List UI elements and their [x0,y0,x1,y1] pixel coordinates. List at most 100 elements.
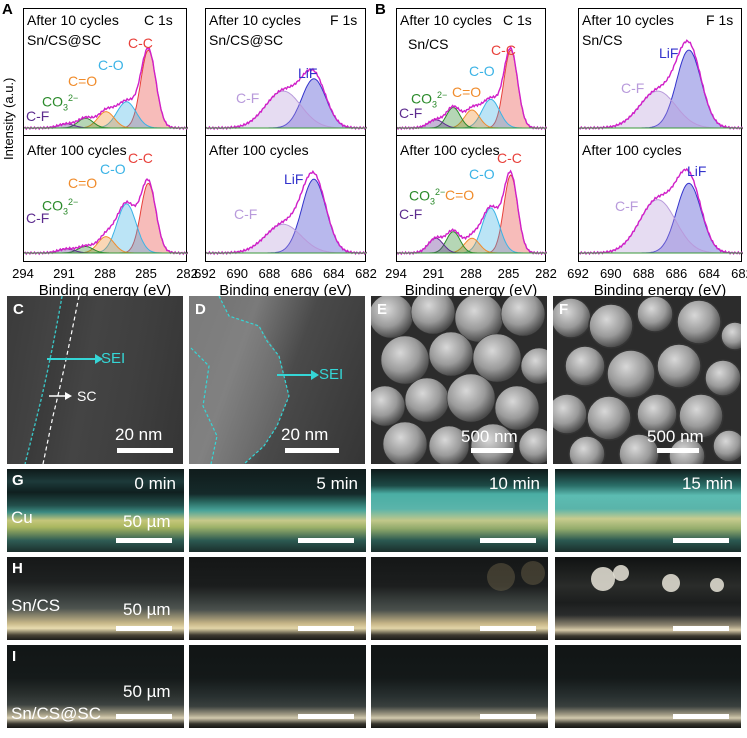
particle [678,393,724,439]
scale-bar [116,538,172,543]
peak-label-ceo: C=O [452,84,482,100]
panel-divider [397,135,545,136]
y-axis-label: Intensity (a.u.) [1,77,16,160]
particle [382,421,428,464]
scale-bar-f [657,448,699,453]
sample-label: Sn/CS [582,32,623,48]
x-tick-label: 686 [665,266,688,281]
peak-fcf [579,90,743,129]
x-tick-label: 291 [53,266,75,281]
panel-letter-f: F [559,301,569,318]
co3-sup: 2− [435,187,446,197]
peak-label-fcf: C-F [621,80,645,96]
peak-label-co: C-O [100,161,126,177]
co3-sub: 3 [63,206,69,217]
optical-image: G Cu 50 µm 0 min [7,469,184,552]
peak-label-cf: C-F [26,108,50,124]
top-cycle-label: After 10 cycles [400,12,492,28]
x-tick-label: 282 [535,266,557,281]
sample-label: Sn/CS [11,596,61,615]
particle [428,425,470,464]
peak-label-lif: LiF [284,171,304,187]
optical-image [371,645,548,728]
envelope-line [397,169,547,256]
co3-main: CO [42,197,63,214]
particle [446,373,496,423]
x-tick-label: 288 [460,266,482,281]
particle [720,321,741,351]
sc-label: SC [77,388,97,404]
particle [704,359,741,397]
xps-panel-4: After 10 cycles After 100 cycles F 1s Sn/CS… [578,8,743,262]
x-tick-label: 682 [355,266,377,281]
optical-image [189,557,366,640]
scale-bar [673,626,729,631]
scale-text-e: 500 nm [461,427,518,446]
optical-image: 5 min [189,469,366,552]
particle [636,296,674,333]
envelope-line [24,47,188,131]
x-tick-label: 688 [258,266,281,281]
particle [553,393,588,435]
optical-image [189,645,366,728]
peak-label-fcf: C-F [615,198,639,214]
particle [520,347,547,385]
xps-panel-1: After 10 cycles After 100 cycles C 1s Sn/CS… [23,8,188,262]
panel-letter-e: E [377,301,388,318]
peak-label-lif: LiF [659,45,679,61]
peak-label-ceo: C=O [68,175,98,191]
particle [494,385,540,431]
x-tick-label: 285 [497,266,520,281]
peak-label-cc: C-C [497,150,522,166]
dendrite [662,574,680,592]
scale-bar-d [285,448,339,453]
panel-letter-h: H [12,560,23,577]
element-label: C 1s [503,12,532,28]
scale-text-f: 500 nm [647,427,704,446]
element-label: C 1s [144,12,173,28]
peak-label-co: C-O [98,57,124,73]
particle [568,435,606,464]
top-cycle-label: After 10 cycles [209,12,301,28]
x-axis-label: Binding energy (eV) [404,282,538,299]
xps-panel-2: After 10 cycles After 100 cycles F 1s Sn/CS… [205,8,367,262]
tem-image-d: D SEI 20 nm [189,296,365,464]
sem-image-e: E 500 nm [371,296,547,464]
x-tick-label: 682 [731,266,747,281]
particle [500,296,546,337]
bottom-cycle-label: After 100 cycles [582,142,682,158]
blur-spot [487,563,515,591]
particle [428,331,474,377]
co3-sub: 3 [430,196,436,207]
panel-divider [24,135,186,136]
tem-image-c: C SEI SC 20 nm [7,296,183,464]
x-tick-label: 285 [135,266,157,281]
x-tick-label: 291 [422,266,445,281]
particle [410,296,456,335]
particle [472,333,522,383]
peak-label-ceo: C=O [445,187,475,203]
time-label: 10 min [488,474,540,493]
scale-bar [298,714,354,719]
optical-image: 10 min [371,469,548,552]
co3-sup: 2− [68,197,79,207]
optical-image [371,557,548,640]
peak-label-co3: CO32− [411,88,447,111]
top-cycle-label: After 10 cycles [582,12,674,28]
element-label: F 1s [330,12,358,28]
scale-bar [673,714,729,719]
scale-bar [480,538,536,543]
scale-bar [116,714,172,719]
x-axis-label: Binding energy (eV) [593,282,727,299]
scale-text: 50 µm [123,512,171,531]
x-tick-label: 294 [385,266,407,281]
scale-bar [116,626,172,631]
particle [656,343,702,389]
panel-divider [579,135,741,136]
particle [712,429,741,463]
peak-label-cf: C-F [399,206,423,222]
panel-letter-i: I [12,648,17,665]
xps-spectra [24,47,188,256]
particle [470,423,516,464]
x-tick-label: 690 [226,266,249,281]
